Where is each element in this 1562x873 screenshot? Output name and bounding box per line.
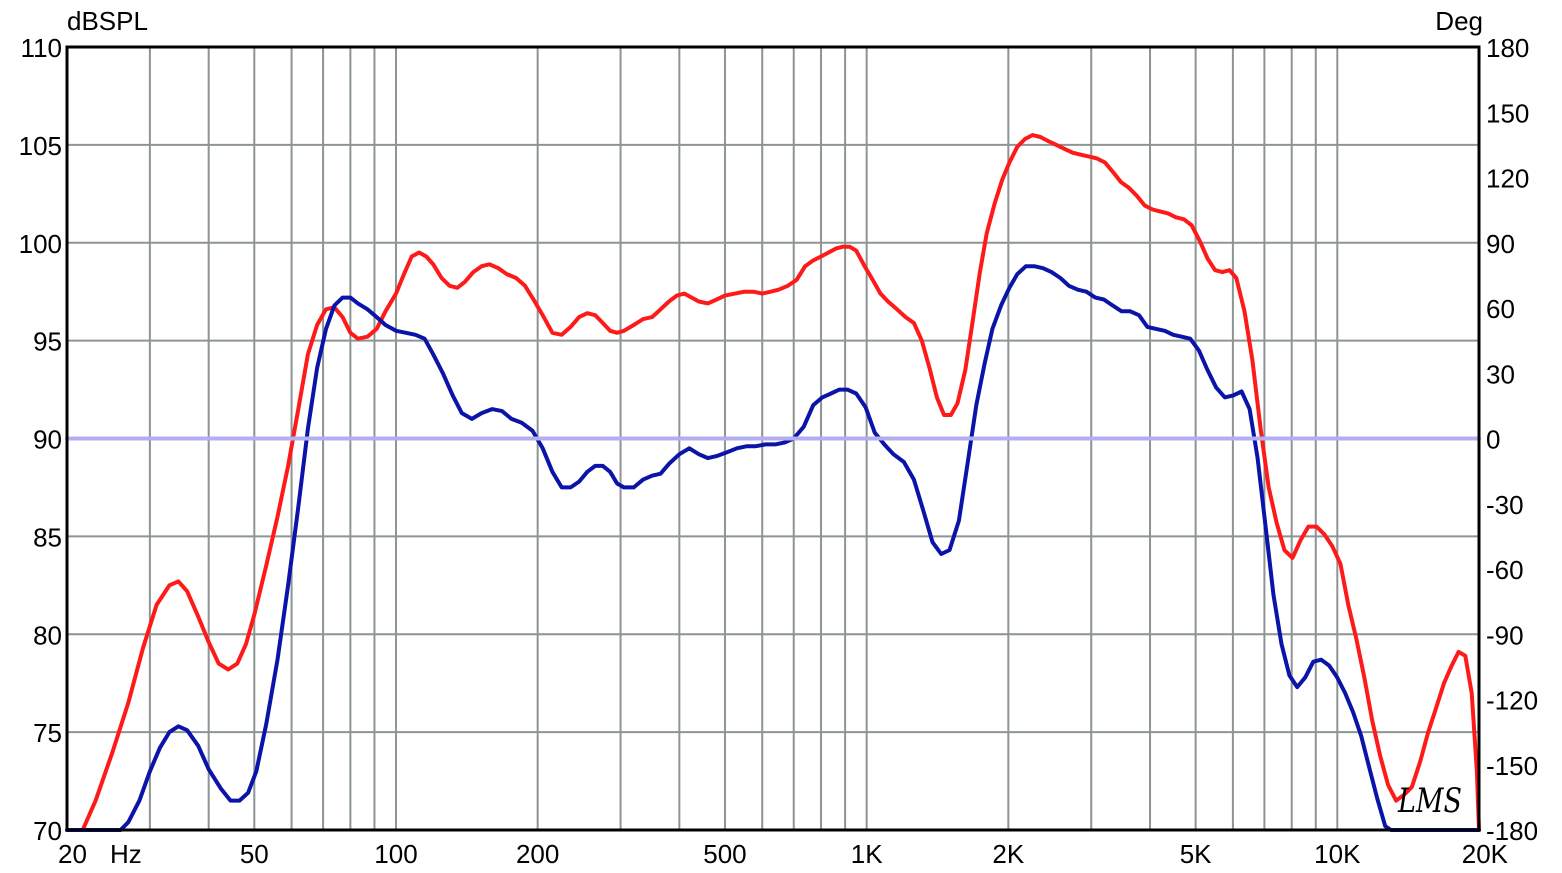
x-tick: 20 xyxy=(58,839,87,869)
x-tick: 5K xyxy=(1180,839,1212,869)
x-tick: 200 xyxy=(516,839,559,869)
lms-logo: LMS xyxy=(1397,781,1462,821)
tick-labels: 110 105 100 95 90 85 80 75 70 180 150 120 90 60 30 0 -30… xyxy=(19,33,1538,869)
y-tick-right: -150 xyxy=(1486,751,1538,781)
y-tick-right: -60 xyxy=(1486,555,1524,585)
x-axis-unit-label: Hz xyxy=(110,839,142,869)
x-tick: 50 xyxy=(240,839,269,869)
x-tick: 20K xyxy=(1462,839,1509,869)
y-axis-left-title: dBSPL xyxy=(67,6,148,36)
series-line-2 xyxy=(65,264,1481,832)
x-tick: 100 xyxy=(374,839,417,869)
lms-logo-text: LMS xyxy=(1397,781,1462,821)
y-tick-left: 75 xyxy=(33,718,62,748)
x-tick: 2K xyxy=(992,839,1024,869)
x-tick: 1K xyxy=(851,839,883,869)
y-tick-right: 30 xyxy=(1486,359,1515,389)
plot-frame xyxy=(65,45,1481,832)
y-tick-right: -180 xyxy=(1486,816,1538,846)
y-axis-right-title: Deg xyxy=(1435,6,1483,36)
y-tick-right: 150 xyxy=(1486,98,1529,128)
y-tick-right: 60 xyxy=(1486,294,1515,324)
series-line-1 xyxy=(65,133,1481,832)
y-tick-left: 100 xyxy=(19,229,62,259)
y-tick-right: 180 xyxy=(1486,33,1529,63)
series-group xyxy=(65,133,1481,832)
y-tick-right: -30 xyxy=(1486,490,1524,520)
y-tick-right: 0 xyxy=(1486,425,1500,455)
x-tick: 10K xyxy=(1314,839,1361,869)
y-tick-right: -90 xyxy=(1486,620,1524,650)
y-tick-left: 80 xyxy=(33,620,62,650)
y-tick-right: -120 xyxy=(1486,686,1538,716)
y-tick-left: 90 xyxy=(33,425,62,455)
y-tick-left: 110 xyxy=(21,33,62,63)
y-tick-left: 70 xyxy=(33,816,62,846)
x-tick: 500 xyxy=(703,839,746,869)
y-tick-right: 120 xyxy=(1486,164,1529,194)
y-tick-left: 105 xyxy=(19,131,62,161)
y-tick-left: 85 xyxy=(33,522,62,552)
y-tick-left: 95 xyxy=(33,327,62,357)
y-tick-right: 90 xyxy=(1486,229,1515,259)
